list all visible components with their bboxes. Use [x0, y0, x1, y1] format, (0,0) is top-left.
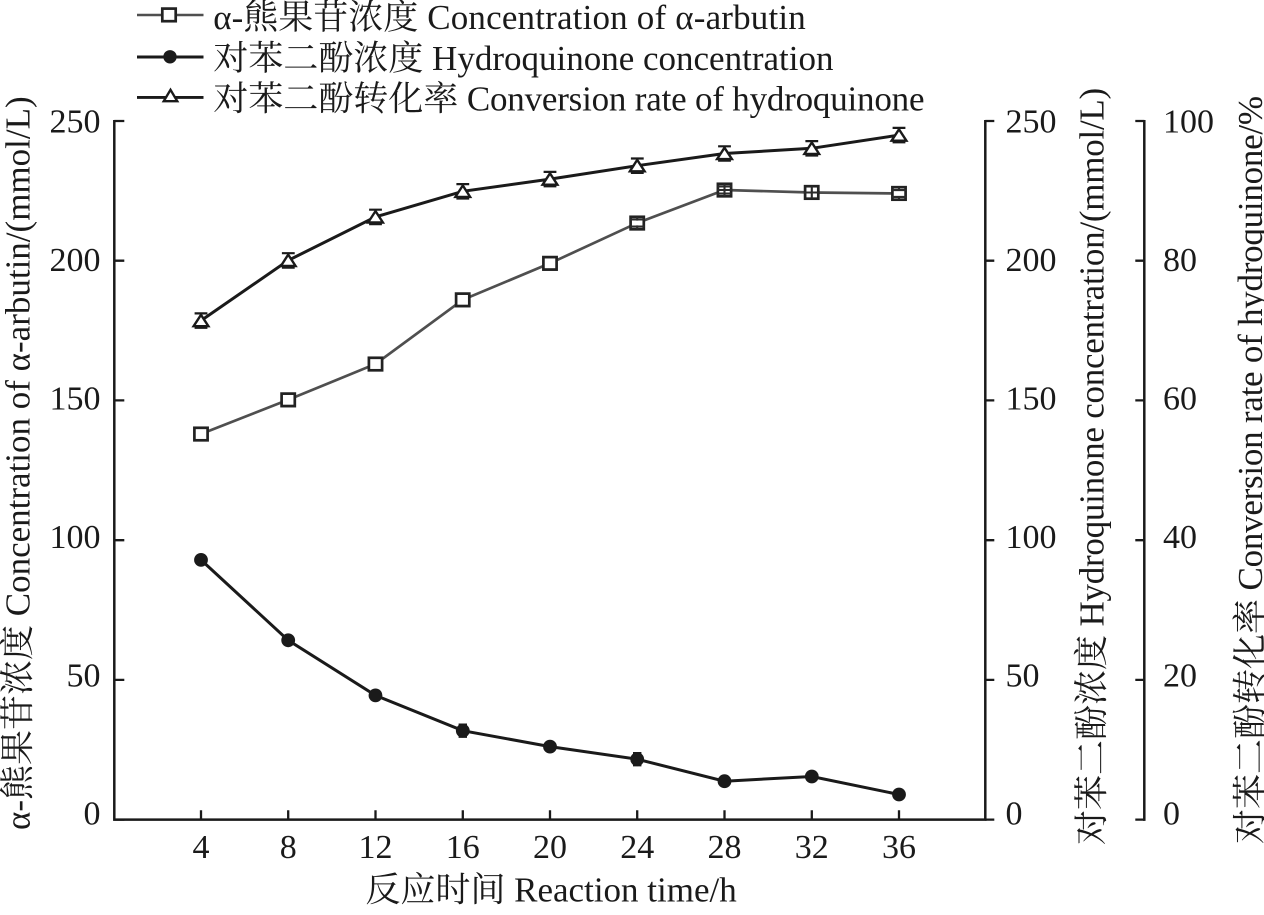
svg-text:α-: α-: [213, 0, 243, 37]
svg-text:32: 32: [795, 829, 829, 866]
svg-text:150: 150: [1006, 381, 1057, 418]
svg-text:100: 100: [1163, 104, 1214, 141]
svg-text:0: 0: [1163, 796, 1180, 833]
svg-text:Hydroquinone concentration: Hydroquinone concentration: [423, 39, 833, 78]
svg-text:8: 8: [280, 829, 297, 866]
svg-text:24: 24: [620, 829, 654, 866]
svg-text:50: 50: [67, 657, 101, 694]
svg-text:40: 40: [1163, 519, 1197, 556]
svg-text:20: 20: [1163, 657, 1197, 694]
svg-text:60: 60: [1163, 381, 1197, 418]
svg-text:16: 16: [446, 829, 480, 866]
svg-text:Concentration of α-arbutin: Concentration of α-arbutin: [418, 0, 806, 37]
svg-text:0: 0: [84, 796, 101, 833]
svg-text:250: 250: [1006, 104, 1057, 141]
svg-text:Conversion rate of hydroquinon: Conversion rate of hydroquinone/%: [1231, 96, 1264, 599]
svg-text:20: 20: [533, 829, 567, 866]
svg-text:Conversion rate of hydroquinon: Conversion rate of hydroquinone: [458, 80, 924, 119]
svg-text:α-: α-: [0, 800, 38, 830]
svg-text:36: 36: [882, 829, 916, 866]
svg-text:50: 50: [1006, 657, 1040, 694]
svg-text:80: 80: [1163, 242, 1197, 279]
svg-text:250: 250: [50, 104, 101, 141]
svg-text:200: 200: [1006, 242, 1057, 279]
svg-text:100: 100: [50, 519, 101, 556]
svg-text:100: 100: [1006, 519, 1057, 556]
svg-text:28: 28: [708, 829, 742, 866]
svg-text:4: 4: [193, 829, 210, 866]
svg-text:Concentration of α-arbutin/(mm: Concentration of α-arbutin/(mmol/L): [0, 96, 38, 625]
svg-text:12: 12: [359, 829, 393, 866]
svg-text:150: 150: [50, 381, 101, 418]
svg-text:0: 0: [1006, 796, 1023, 833]
svg-text:200: 200: [50, 242, 101, 279]
svg-text:Hydroquinone concentration/(mm: Hydroquinone concentration/(mmol/L): [1073, 88, 1112, 635]
svg-text:Reaction time/h: Reaction time/h: [505, 871, 737, 910]
